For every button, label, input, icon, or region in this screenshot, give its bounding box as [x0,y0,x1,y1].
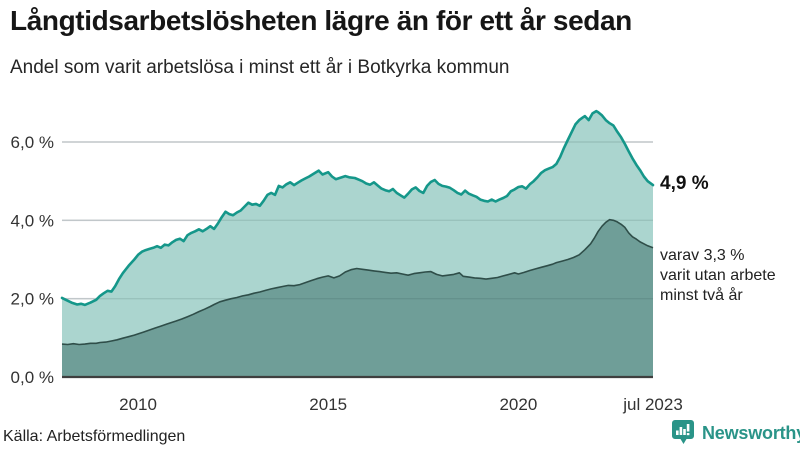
total-line [60,109,655,307]
y-tick-label: 0,0 % [11,368,54,387]
x-tick-label: 2020 [499,395,537,414]
y-tick-label: 2,0 % [11,290,54,309]
subset-annotation-line: minst två år [660,287,743,304]
x-tick-label: 2010 [119,395,157,414]
newsworthy-bars-icon [672,420,694,444]
source-note: Källa: Arbetsförmedlingen [3,428,186,445]
y-tick-label: 6,0 % [11,133,54,152]
total-value-annotation: 4,9 % [660,173,709,194]
subset-area [62,219,653,377]
subset-line [61,218,654,346]
subset-annotation-line: varav 3,3 % [660,247,745,264]
subset-annotation-line: varit utan arbete [660,267,776,284]
page-title: Långtidsarbetslösheten lägre än för ett … [10,5,632,36]
newsworthy-logo: Newsworthy [672,420,800,446]
x-tick-label: jul 2023 [622,395,683,414]
chart-subtitle: Andel som varit arbetslösa i minst ett å… [10,57,510,78]
subset-annotation: varav 3,3 % varit utan arbete minst två … [660,246,776,306]
x-tick-label: 2015 [309,395,347,414]
brand-name: Newsworthy [702,422,800,443]
y-tick-label: 4,0 % [11,211,54,230]
